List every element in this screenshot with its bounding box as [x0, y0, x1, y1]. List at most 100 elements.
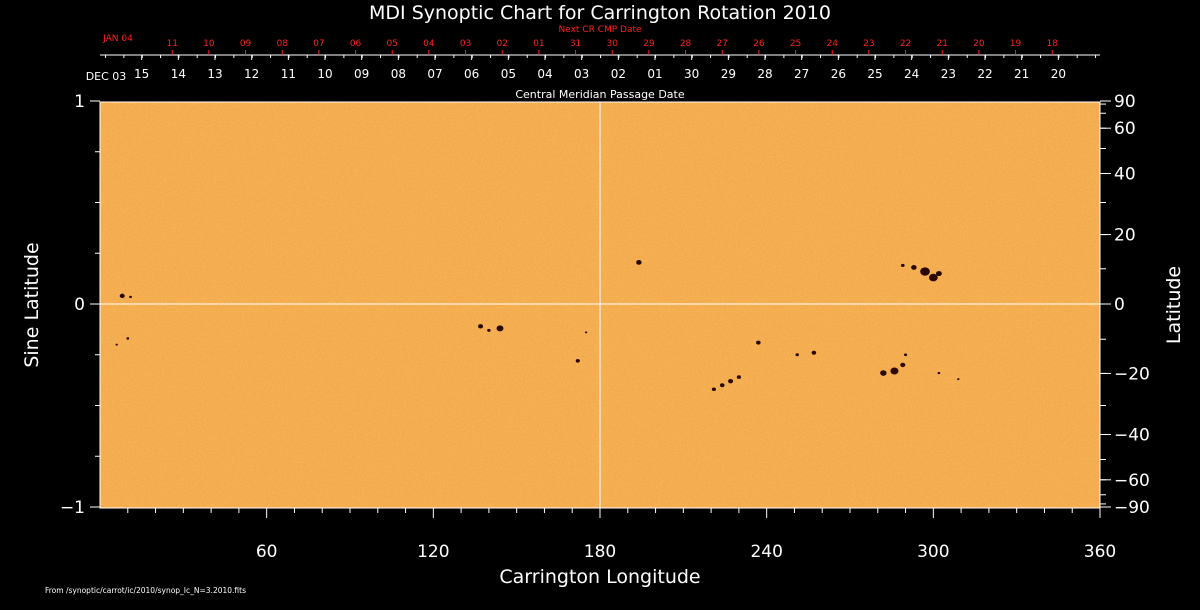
next-cr-date-label: 30 — [606, 39, 618, 49]
y-left-tick-label: 1 — [74, 92, 85, 112]
cmp-start-label: DEC 03 — [86, 70, 127, 83]
cmp-date-label: 28 — [757, 67, 772, 81]
cmp-date-label: 13 — [207, 67, 222, 81]
cmp-date-label: 22 — [977, 67, 992, 81]
cmp-date-label: 26 — [831, 67, 846, 81]
sunspot — [115, 343, 118, 346]
sunspot — [728, 378, 734, 384]
y-right-tick-label: −40 — [1114, 425, 1150, 445]
cmp-date-label: 20 — [1051, 67, 1066, 81]
next-cr-start-label: JAN 04 — [102, 34, 133, 44]
cmp-date-label: 29 — [721, 67, 736, 81]
next-cr-title: Next CR CMP Date — [558, 25, 642, 35]
cmp-date-label: 01 — [647, 67, 662, 81]
next-cr-date-label: 26 — [753, 39, 765, 49]
next-cr-date-label: 19 — [1010, 39, 1022, 49]
cmp-date-label: 21 — [1014, 67, 1029, 81]
y-right-tick-label: 20 — [1114, 226, 1136, 246]
next-cr-date-label: 20 — [973, 39, 985, 49]
cmp-date-label: 08 — [391, 67, 406, 81]
cmp-date-label: 09 — [354, 67, 369, 81]
sunspot — [911, 265, 917, 270]
y-left-tick-label: −1 — [60, 498, 85, 518]
next-cr-date-label: 24 — [826, 39, 838, 49]
sunspot — [487, 328, 491, 332]
next-cr-date-label: 04 — [423, 39, 435, 49]
cmp-date-label: 15 — [134, 67, 149, 81]
sunspot — [890, 367, 899, 375]
next-cr-date-label: 10 — [203, 39, 215, 49]
y-right-tick-label: −20 — [1114, 364, 1150, 384]
y-right-tick-label: −90 — [1114, 498, 1150, 518]
y-right-tick-label: 90 — [1114, 92, 1136, 112]
sunspot — [711, 387, 716, 392]
x-tick-label: 300 — [917, 542, 949, 562]
x-tick-label: 180 — [584, 542, 616, 562]
y-axis-right: 90 60 40 20 0 −20 −40 −60 −90 — [1100, 92, 1150, 518]
cmp-date-label: 04 — [537, 67, 552, 81]
next-cr-date-label: 23 — [863, 39, 874, 49]
sunspot-layer — [115, 259, 960, 392]
sunspot — [584, 331, 588, 334]
cmp-date-label: 30 — [684, 67, 699, 81]
sunspot — [880, 370, 887, 376]
next-cr-date-label: 21 — [936, 39, 947, 49]
sunspot — [756, 340, 761, 345]
x-axis-label: Carrington Longitude — [499, 566, 700, 588]
y-axis-left-label: Sine Latitude — [21, 242, 43, 367]
sunspot — [811, 350, 817, 355]
next-cr-date-label: 03 — [460, 39, 471, 49]
y-axis-right-label: Latitude — [1163, 266, 1185, 344]
cmp-date-label: 03 — [574, 67, 589, 81]
cmp-date-label: 05 — [501, 67, 516, 81]
x-tick-label: 60 — [256, 542, 278, 562]
y-right-tick-label: 0 — [1114, 295, 1125, 315]
sunspot — [795, 353, 799, 357]
sunspot — [935, 270, 942, 277]
sunspot — [957, 378, 960, 381]
next-cr-date-label: 06 — [350, 39, 362, 49]
cmp-date-label: 12 — [244, 67, 259, 81]
sunspot — [478, 324, 484, 329]
y-axis-left: 1 0 −1 — [60, 92, 100, 518]
next-cr-date-label: 02 — [496, 39, 507, 49]
next-cr-date-axis: 11 10 09 08 07 06 05 04 03 02 01 31 30 29 28 27 26 25 24 23… — [166, 39, 1058, 55]
cmp-date-label: 27 — [794, 67, 809, 81]
next-cr-date-label: 22 — [900, 39, 911, 49]
sunspot — [119, 293, 125, 299]
next-cr-date-label: 08 — [276, 39, 288, 49]
sunspot — [126, 337, 130, 340]
next-cr-date-label: 29 — [643, 39, 655, 49]
cmp-date-label: 07 — [427, 67, 442, 81]
sunspot — [937, 371, 941, 375]
sunspot — [129, 295, 132, 299]
cmp-date-label: 06 — [464, 67, 479, 81]
next-cr-date-label: 28 — [680, 39, 692, 49]
y-right-tick-label: 60 — [1114, 119, 1136, 139]
y-right-tick-label: 40 — [1114, 165, 1136, 185]
sunspot — [900, 362, 906, 368]
next-cr-date-label: 25 — [790, 39, 801, 49]
sunspot — [903, 353, 908, 357]
footer-source: From /synoptic/carrot/ic/2010/synop_Ic_N… — [45, 586, 246, 595]
next-cr-date-label: 27 — [716, 39, 727, 49]
x-axis: 60 120 180 240 300 360 — [127, 508, 1116, 562]
sunspot — [900, 263, 905, 268]
sunspot — [920, 267, 930, 276]
cmp-axis-title: Central Meridian Passage Date — [515, 88, 684, 101]
y-right-tick-label: −60 — [1114, 471, 1150, 491]
sunspot — [575, 359, 580, 363]
cmp-date-label: 02 — [611, 67, 626, 81]
next-cr-date-label: 31 — [570, 39, 581, 49]
x-tick-label: 120 — [417, 542, 449, 562]
x-tick-label: 360 — [1084, 542, 1116, 562]
cmp-date-label: 24 — [904, 67, 919, 81]
cmp-date-label: 25 — [867, 67, 882, 81]
cmp-date-label: 14 — [171, 67, 186, 81]
x-tick-label: 240 — [750, 542, 782, 562]
next-cr-date-label: 07 — [313, 39, 324, 49]
next-cr-date-label: 05 — [386, 39, 397, 49]
cmp-date-axis: 15 14 13 12 11 10 09 08 07 06 05 04 03 02 01 30 29 28 27 26… — [105, 55, 1097, 81]
next-cr-date-label: 11 — [166, 39, 177, 49]
